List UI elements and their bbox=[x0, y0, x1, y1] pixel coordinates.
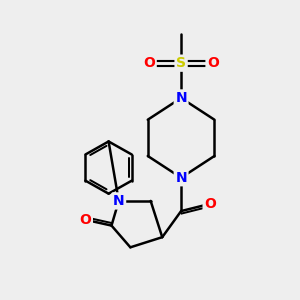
Text: O: O bbox=[80, 213, 91, 227]
Text: O: O bbox=[143, 56, 155, 70]
Text: N: N bbox=[175, 171, 187, 185]
Text: S: S bbox=[176, 56, 186, 70]
Text: N: N bbox=[113, 194, 124, 208]
Text: N: N bbox=[175, 91, 187, 105]
Text: O: O bbox=[207, 56, 219, 70]
Text: O: O bbox=[204, 197, 216, 211]
